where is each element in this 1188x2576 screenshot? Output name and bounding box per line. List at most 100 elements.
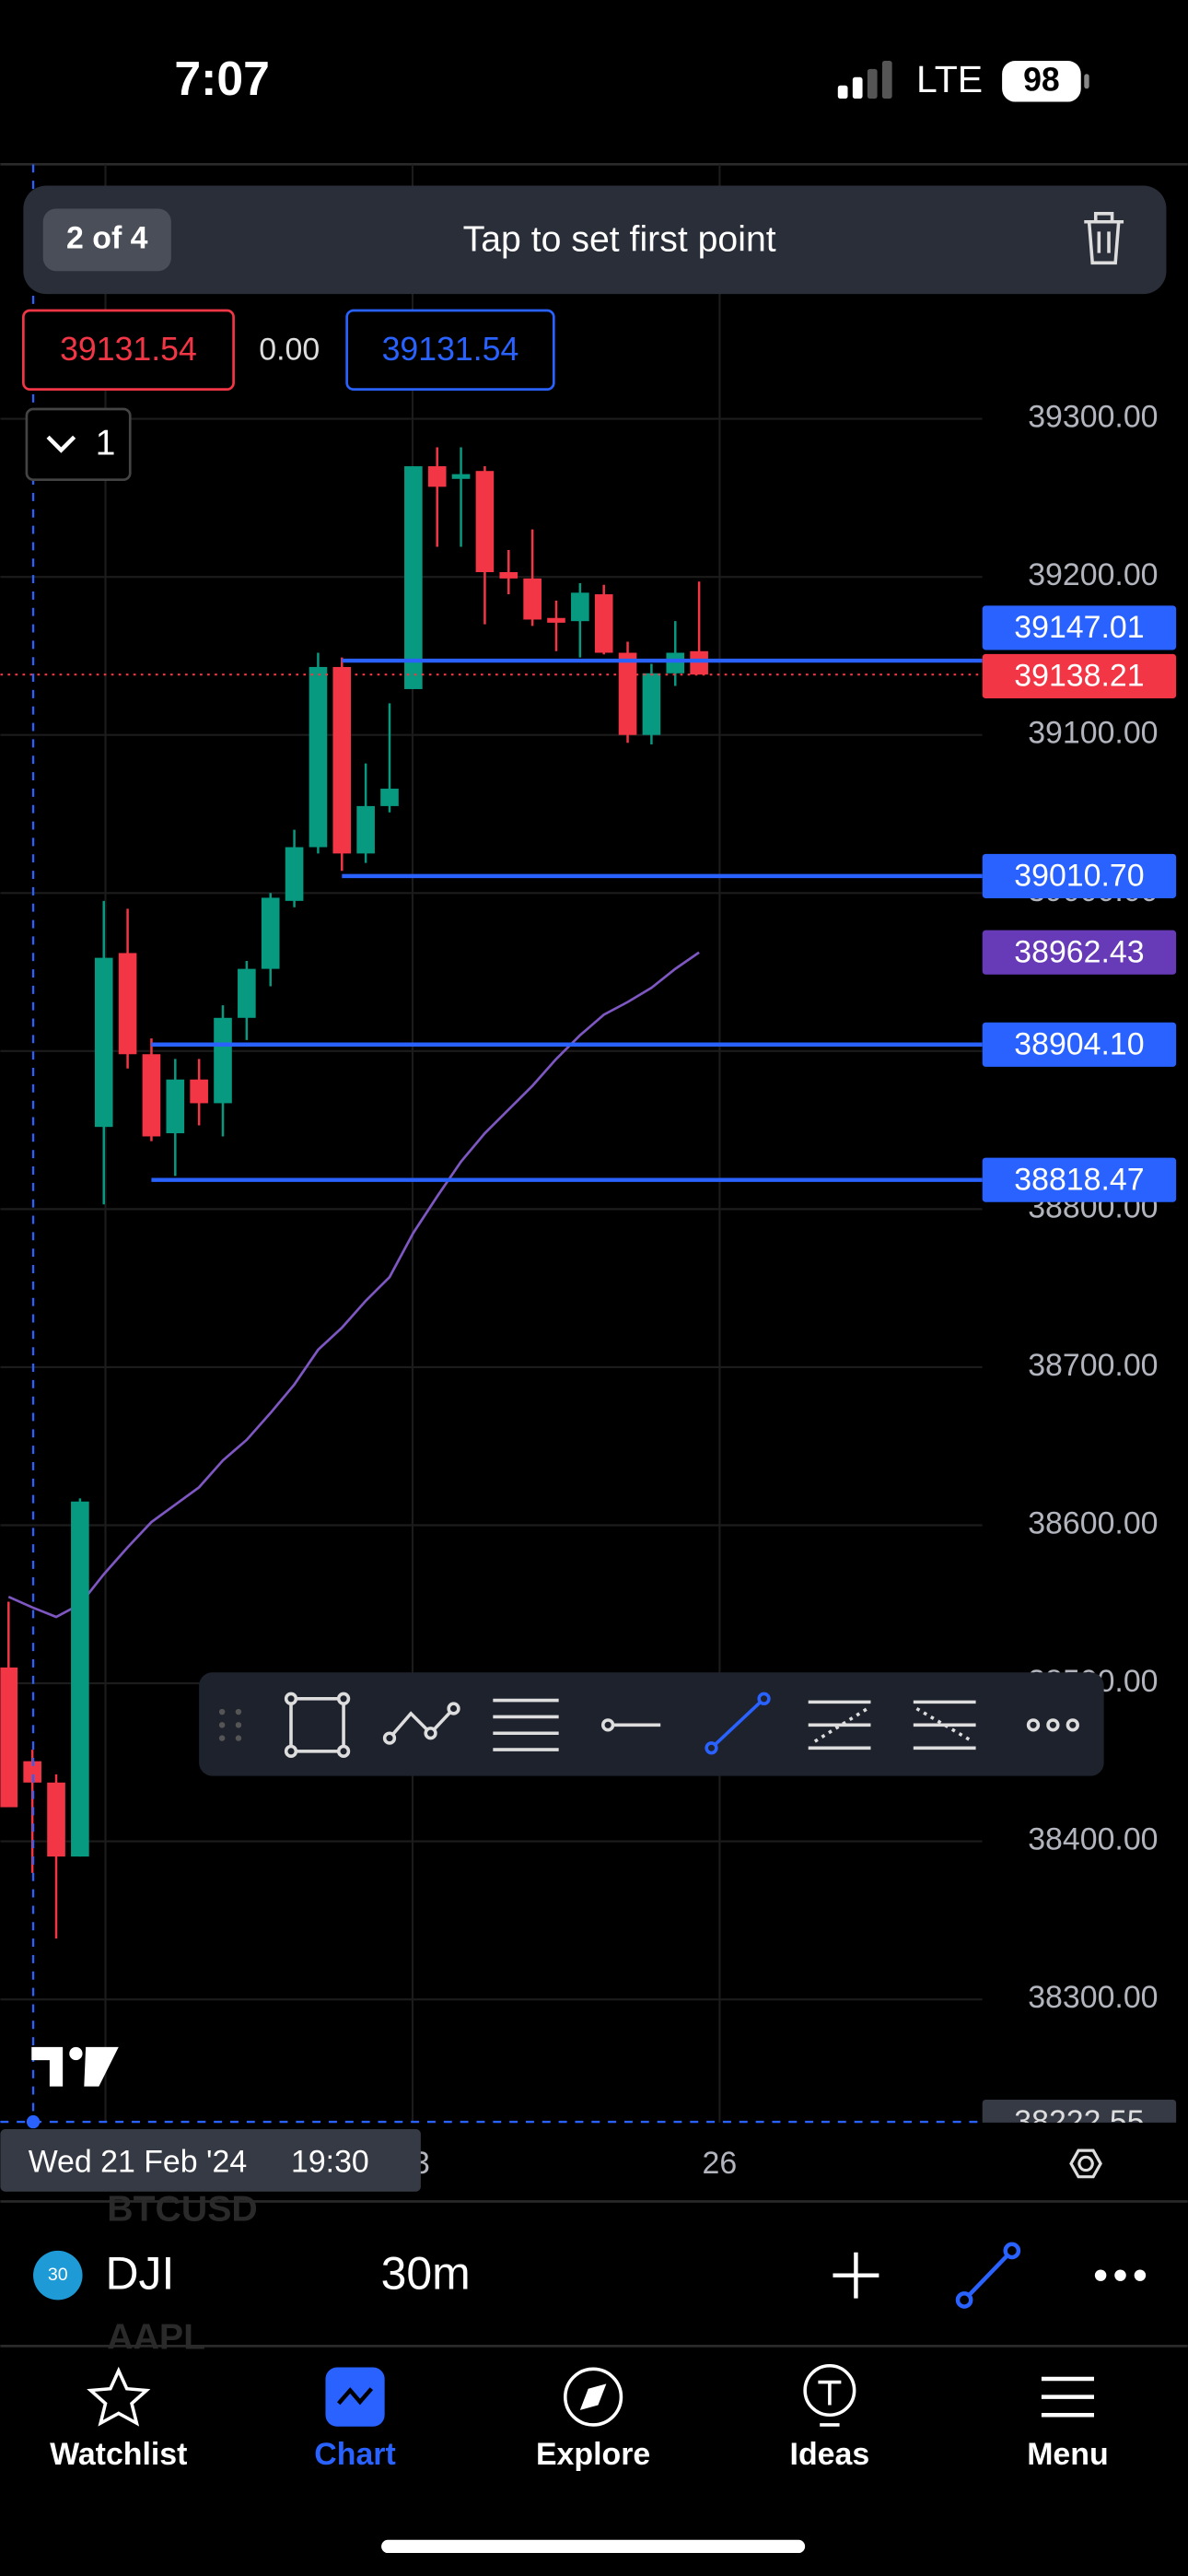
- candle-body: [238, 968, 256, 1018]
- fib-tool[interactable]: [493, 1698, 559, 1751]
- drawing-banner: [23, 185, 1167, 295]
- banner-prompt: Tap to set first point: [463, 218, 776, 259]
- candle-body: [404, 466, 423, 689]
- last-price-label: 39138.21: [1014, 659, 1144, 694]
- add-button[interactable]: [833, 2252, 879, 2299]
- pitchfork-tool[interactable]: [913, 1700, 976, 1751]
- drawing-tool-button[interactable]: [955, 2242, 1021, 2309]
- tab-label: Menu: [1027, 2437, 1108, 2472]
- candle-body: [571, 592, 589, 622]
- candle-body: [285, 847, 304, 901]
- y-tick-label: 39200.00: [1028, 557, 1158, 592]
- candle-body: [642, 673, 661, 735]
- crosshair-date-label: Wed 21 Feb '24: [29, 2144, 247, 2179]
- y-tick-label: 39100.00: [1028, 716, 1158, 751]
- candle-body: [427, 466, 447, 487]
- drawing-toolbar: [199, 1672, 1104, 1776]
- settings-icon[interactable]: [1069, 2149, 1102, 2179]
- chevron-icon: [46, 435, 76, 453]
- candle-body: [166, 1079, 185, 1134]
- candle-body: [47, 1782, 65, 1857]
- rectangle-tool[interactable]: [284, 1692, 351, 1758]
- candle-body: [618, 652, 637, 735]
- more-tools[interactable]: [1026, 1718, 1079, 1732]
- step-badge: [42, 208, 171, 272]
- network-label: LTE: [916, 58, 983, 100]
- symbol-badge-label: 30: [48, 2265, 68, 2285]
- channel-tool[interactable]: [808, 1700, 871, 1751]
- level-label: 38818.47: [1014, 1162, 1144, 1197]
- symbol-name[interactable]: DJI: [106, 2248, 175, 2300]
- more-button[interactable]: [1094, 2269, 1147, 2281]
- crosshair-price-label-bg: [982, 2099, 1177, 2123]
- tab-icon-part: [337, 2387, 374, 2406]
- price-first: 39131.54: [60, 331, 197, 368]
- tab-icon: [87, 2366, 151, 2427]
- ma-label-bg: [982, 930, 1177, 975]
- tab[interactable]: Explore: [536, 2367, 650, 2472]
- date-label-bg: [0, 2128, 421, 2192]
- candle-body: [499, 572, 518, 579]
- battery-tip: [1084, 74, 1089, 89]
- home-indicator: [381, 2539, 806, 2554]
- candle-body: [190, 1079, 208, 1104]
- trend-line-tool[interactable]: [705, 1692, 771, 1755]
- indicator-count: 1: [96, 423, 116, 463]
- candle-body: [71, 1501, 89, 1857]
- symbol-badge: [33, 2250, 83, 2301]
- candle-body: [690, 650, 708, 675]
- status-time: 7:07: [174, 52, 269, 105]
- battery-level: 98: [1023, 62, 1060, 99]
- ghost-symbol: AAPL: [107, 2317, 205, 2358]
- level-label-bg: [982, 605, 1177, 650]
- price-input-first[interactable]: [22, 309, 235, 391]
- drag-handle[interactable]: [218, 1708, 242, 1741]
- candle-body: [356, 805, 375, 854]
- tab-icon-part: [87, 2366, 151, 2427]
- interval[interactable]: 30m: [381, 2248, 471, 2300]
- price-diff: 0.00: [259, 333, 320, 368]
- level-label: 38904.10: [1014, 1027, 1144, 1062]
- crosshair-time-label: 19:30: [291, 2144, 369, 2179]
- tab-icon: [325, 2367, 385, 2427]
- price-input-second[interactable]: [345, 309, 555, 391]
- tab-label: Ideas: [790, 2437, 870, 2472]
- x-tick-label: 26: [703, 2146, 738, 2181]
- tab[interactable]: Menu: [1027, 2376, 1109, 2472]
- crosshair-price-label: 38222.55: [1014, 2104, 1144, 2139]
- candle-body: [0, 1667, 18, 1808]
- candle-body: [451, 474, 471, 479]
- tab-label: Explore: [536, 2437, 650, 2472]
- ma-label: 38962.43: [1014, 934, 1144, 969]
- level-label: 39147.01: [1014, 610, 1144, 645]
- tab[interactable]: Watchlist: [50, 2366, 187, 2472]
- tab-icon: [564, 2367, 623, 2427]
- indicator-toggle[interactable]: [25, 407, 132, 482]
- y-tick-label: 38600.00: [1028, 1505, 1158, 1540]
- tab[interactable]: Ideas: [790, 2363, 870, 2472]
- tab[interactable]: Chart: [314, 2367, 396, 2472]
- tv-logo: [31, 2046, 119, 2087]
- tab-icon-part: [803, 2363, 856, 2418]
- path-tool[interactable]: [382, 1702, 460, 1745]
- price-second: 39131.54: [382, 331, 519, 368]
- candle-body: [332, 666, 352, 854]
- y-tick-label: 38300.00: [1028, 1980, 1158, 2015]
- candle-body: [380, 789, 399, 806]
- crosshair-date: Wed 21 Feb '24 19:30: [0, 2128, 421, 2192]
- candle-body: [547, 617, 565, 623]
- tab-label: Watchlist: [50, 2437, 187, 2472]
- ghost-symbol: BTCUSD: [107, 2188, 257, 2229]
- tab-bar: Watchlist Chart Explore Ideas Menu: [50, 2363, 1109, 2472]
- signal-icon: [837, 60, 892, 99]
- candle-body: [94, 957, 113, 1128]
- candle-body: [214, 1017, 232, 1104]
- horizontal-line-tool[interactable]: [601, 1718, 661, 1732]
- candle-body: [475, 471, 495, 573]
- trash-button[interactable]: [1084, 212, 1124, 265]
- tab-icon-part: [818, 2380, 842, 2427]
- last-price-label-bg: [982, 653, 1177, 699]
- price-axis: 39300.0039200.0039100.0039000.0038900.00…: [982, 400, 1177, 2139]
